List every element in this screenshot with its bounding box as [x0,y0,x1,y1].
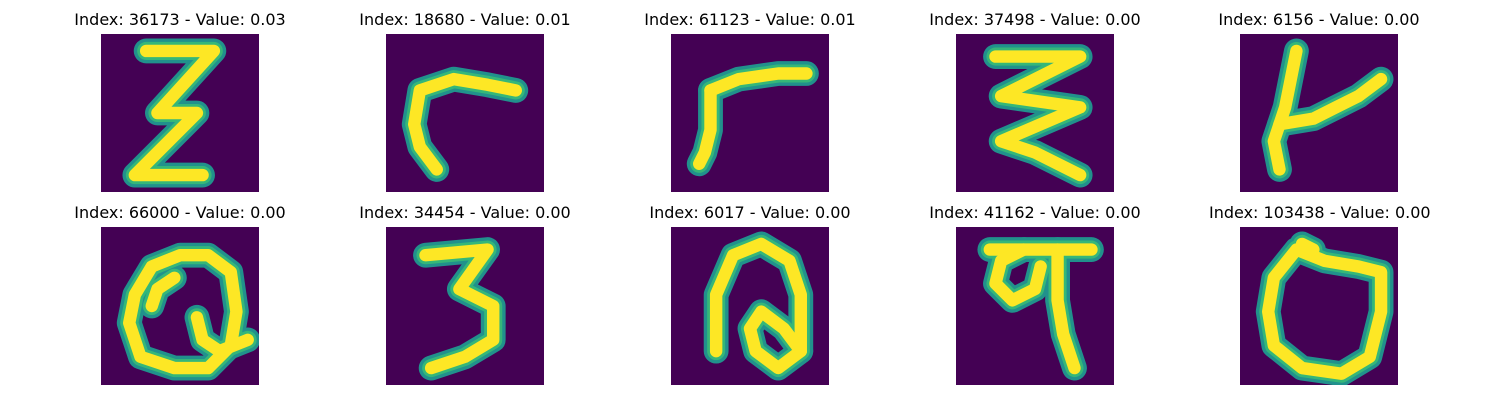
panel-image [956,227,1114,385]
panel-1: Index: 36173 - Value: 0.03 [70,10,290,200]
panel-title: Index: 41162 - Value: 0.00 [929,203,1141,222]
panel-image [1240,34,1398,192]
glyph-stroke-core [145,271,181,313]
panel-image [101,227,259,385]
panel-image [671,34,829,192]
panel-image [386,34,544,192]
glyph-stroke-core [1295,237,1320,256]
glyph-stroke-core [419,243,500,375]
panel-3: Index: 61123 - Value: 0.01 [640,10,860,200]
glyph-stroke-core [693,84,717,170]
panel-5: Index: 6156 - Value: 0.00 [1209,10,1429,200]
panel-image [101,34,259,192]
glyph-stroke-core [1262,243,1388,380]
panel-title: Index: 61123 - Value: 0.01 [644,10,856,29]
panel-title: Index: 34454 - Value: 0.00 [359,203,571,222]
panel-title: Index: 36173 - Value: 0.03 [74,10,286,29]
panel-10: Index: 103438 - Value: 0.00 [1209,203,1431,393]
panel-image [956,34,1114,192]
glyph-stroke-core [128,44,221,182]
glyph-stroke-core [704,67,813,97]
panel-title: Index: 6017 - Value: 0.00 [649,203,851,222]
panel-title: Index: 103438 - Value: 0.00 [1209,203,1431,222]
panel-image [671,227,829,385]
glyph-stroke-core [408,72,522,176]
glyph-stroke-core [190,311,254,358]
panel-title: Index: 66000 - Value: 0.00 [74,203,286,222]
panel-6: Index: 66000 - Value: 0.00 [70,203,290,393]
panel-title: Index: 37498 - Value: 0.00 [929,10,1141,29]
glyph-stroke-core [123,249,243,375]
glyph-stroke-core [989,243,1047,307]
glyph-stroke-core [743,305,807,375]
panel-image [386,227,544,385]
glyph-stroke-core [1051,243,1081,375]
panel-2: Index: 18680 - Value: 0.01 [355,10,575,200]
panel-9: Index: 41162 - Value: 0.00 [925,203,1145,393]
panel-title: Index: 18680 - Value: 0.01 [359,10,571,29]
panel-title: Index: 6156 - Value: 0.00 [1218,10,1420,29]
panel-7: Index: 34454 - Value: 0.00 [355,203,575,393]
panel-image [1240,227,1398,385]
glyph-stroke-core [1273,72,1388,131]
panel-8: Index: 6017 - Value: 0.00 [640,203,860,393]
glyph-stroke-core [989,50,1087,182]
glyph-stroke-core [709,237,807,358]
panel-4: Index: 37498 - Value: 0.00 [925,10,1145,200]
